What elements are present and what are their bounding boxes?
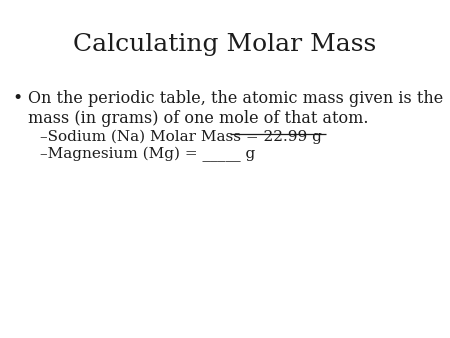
Text: –Sodium (Na) Molar Mass = 22.99 g: –Sodium (Na) Molar Mass = 22.99 g	[40, 130, 322, 144]
Text: •: •	[12, 90, 22, 107]
Text: On the periodic table, the atomic mass given is the: On the periodic table, the atomic mass g…	[28, 90, 443, 107]
Text: Calculating Molar Mass: Calculating Molar Mass	[73, 33, 377, 56]
Text: –Magnesium (Mg) = _____ g: –Magnesium (Mg) = _____ g	[40, 147, 255, 162]
Text: mass (in grams) of one mole of that atom.: mass (in grams) of one mole of that atom…	[28, 110, 369, 127]
